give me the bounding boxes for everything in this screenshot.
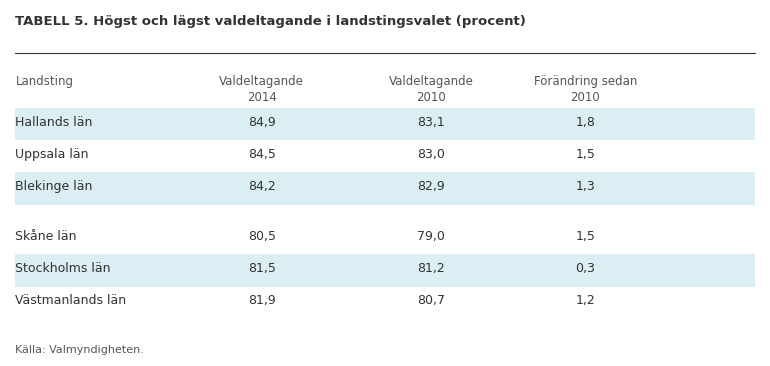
Bar: [15, 172, 755, 205]
Text: Skåne län: Skåne län: [15, 230, 77, 243]
Text: 81,2: 81,2: [417, 262, 445, 275]
Text: 79,0: 79,0: [417, 230, 445, 243]
Text: 80,7: 80,7: [417, 294, 445, 307]
Text: 0,3: 0,3: [575, 262, 595, 275]
Text: Västmanlands län: Västmanlands län: [15, 294, 126, 307]
Text: 81,9: 81,9: [248, 294, 276, 307]
Text: Förändring sedan
2010: Förändring sedan 2010: [534, 75, 637, 104]
Text: Stockholms län: Stockholms län: [15, 262, 111, 275]
Text: 1,5: 1,5: [575, 230, 595, 243]
Text: 1,2: 1,2: [575, 294, 595, 307]
Bar: [15, 254, 755, 287]
Text: Valdeltagande
2010: Valdeltagande 2010: [389, 75, 474, 104]
Text: 83,0: 83,0: [417, 148, 445, 161]
Text: 1,5: 1,5: [575, 148, 595, 161]
Text: 83,1: 83,1: [417, 116, 445, 129]
Text: Landsting: Landsting: [15, 75, 73, 88]
Text: TABELL 5. Högst och lägst valdeltagande i landstingsvalet (procent): TABELL 5. Högst och lägst valdeltagande …: [15, 15, 526, 28]
Text: Blekinge län: Blekinge län: [15, 180, 92, 193]
Text: Källa: Valmyndigheten.: Källa: Valmyndigheten.: [15, 345, 144, 355]
Text: 81,5: 81,5: [248, 262, 276, 275]
Text: 84,2: 84,2: [248, 180, 276, 193]
Bar: [15, 108, 755, 140]
Text: 84,9: 84,9: [248, 116, 276, 129]
Text: Uppsala län: Uppsala län: [15, 148, 89, 161]
Text: 1,8: 1,8: [575, 116, 595, 129]
Text: Hallands län: Hallands län: [15, 116, 92, 129]
Text: 1,3: 1,3: [575, 180, 595, 193]
Text: 82,9: 82,9: [417, 180, 445, 193]
Text: Valdeltagande
2014: Valdeltagande 2014: [219, 75, 304, 104]
Text: 84,5: 84,5: [248, 148, 276, 161]
Text: 80,5: 80,5: [248, 230, 276, 243]
